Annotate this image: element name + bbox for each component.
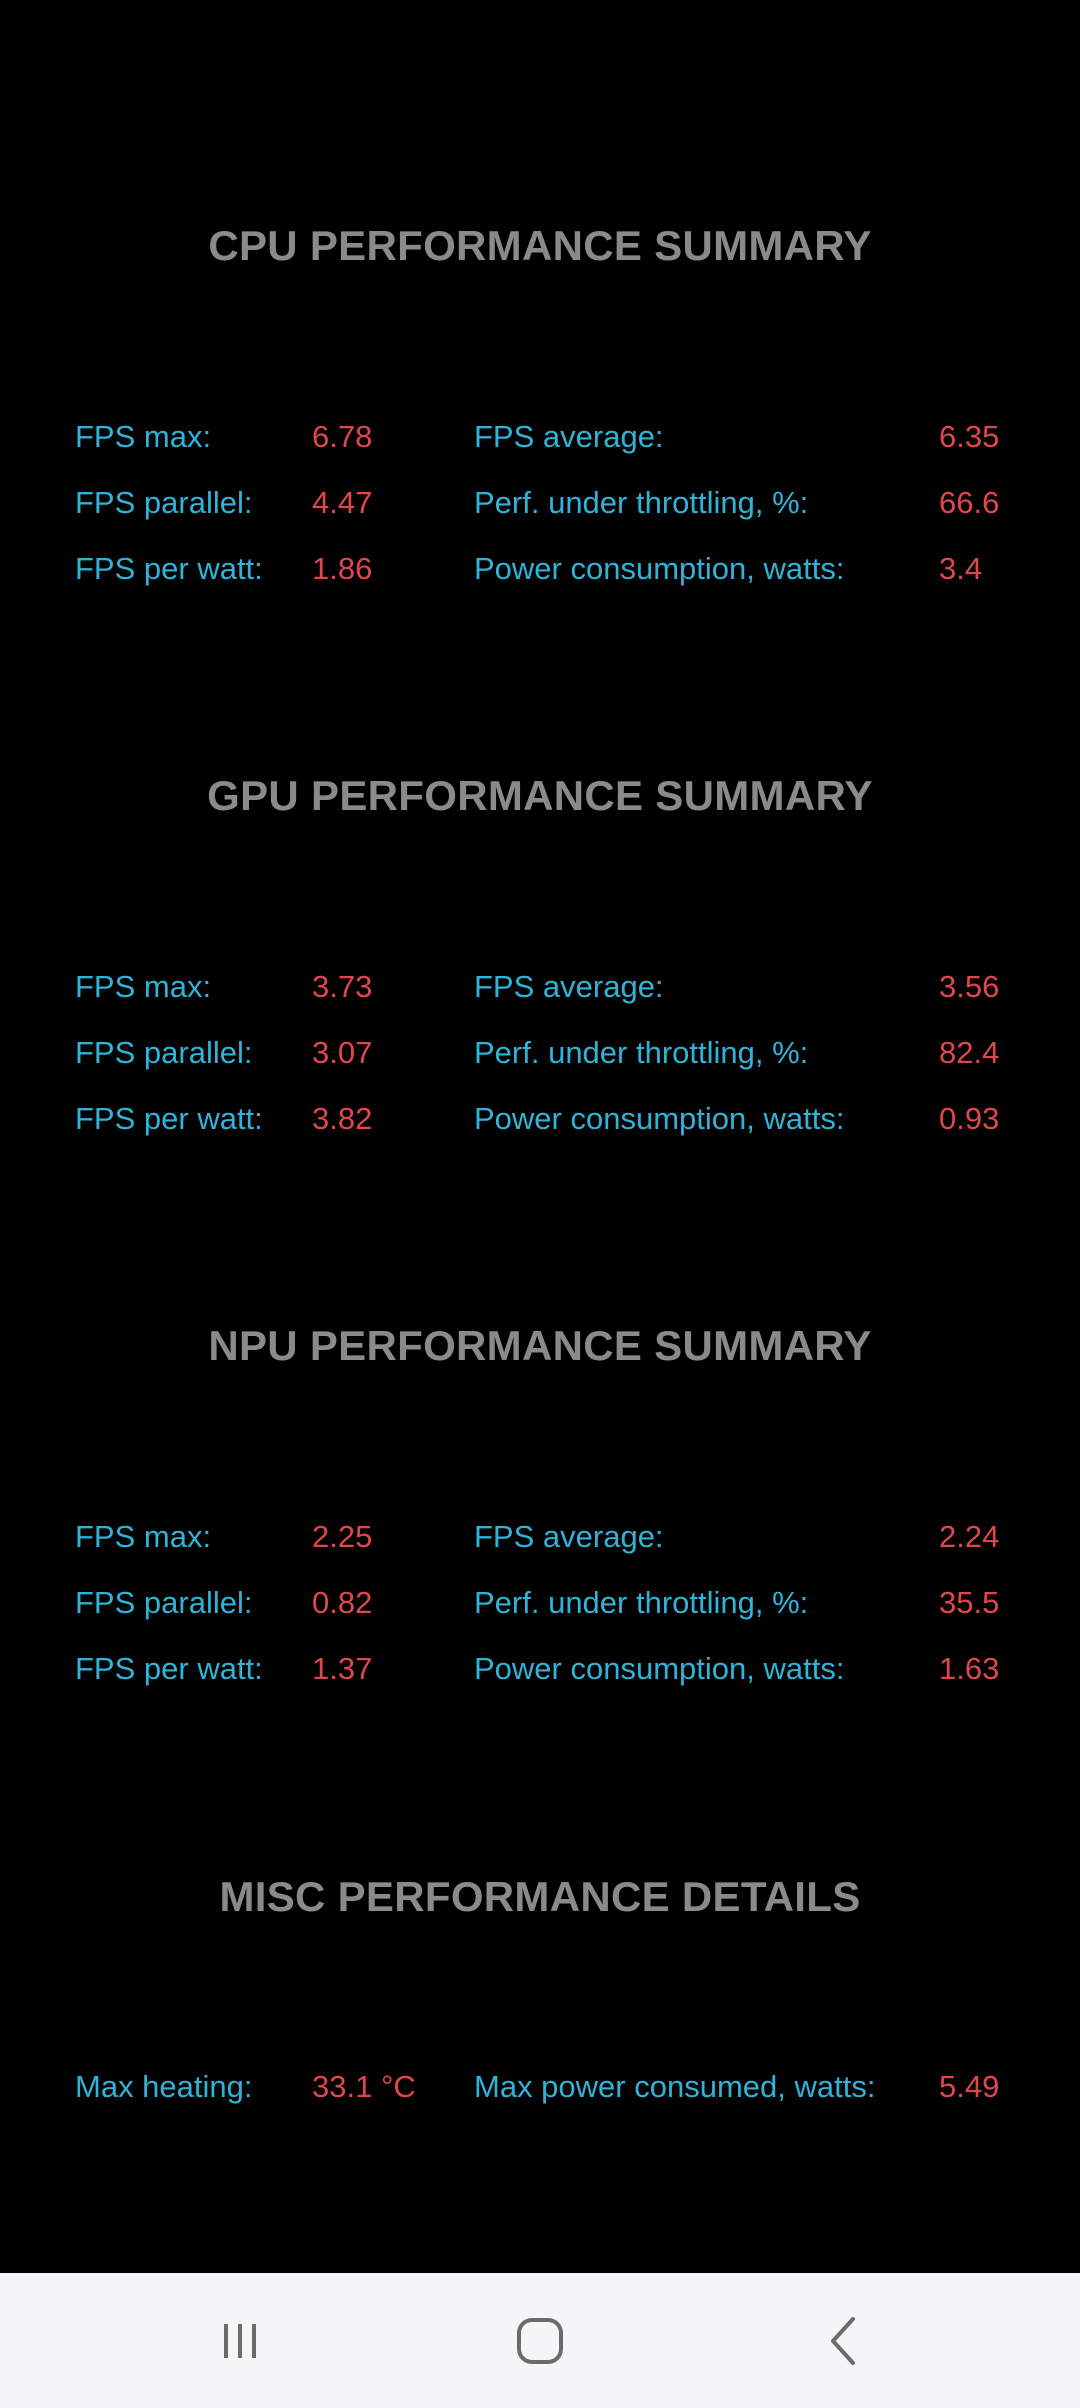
recents-button[interactable]	[190, 2305, 290, 2377]
metric-value: 4.47	[312, 485, 373, 520]
metric-value: 6.35	[939, 419, 1000, 454]
metric-row: FPS parallel: 3.07 Perf. under throttlin…	[0, 1028, 1080, 1078]
metric-label: FPS max:	[75, 419, 212, 454]
metric-value: 6.78	[312, 419, 373, 454]
metric-label: FPS per watt:	[75, 551, 263, 586]
home-icon	[517, 2318, 563, 2364]
metric-label: FPS per watt:	[75, 1101, 263, 1136]
metric-value: 2.24	[939, 1519, 1000, 1554]
metric-value: 5.49	[939, 2069, 1000, 2104]
metric-label: FPS max:	[75, 969, 212, 1004]
section-title: MISC PERFORMANCE DETAILS	[219, 1873, 861, 1920]
metric-row: FPS parallel: 0.82 Perf. under throttlin…	[0, 1578, 1080, 1628]
metric-row: FPS max: 2.25 FPS average: 2.24	[0, 1512, 1080, 1562]
metric-value: 1.37	[312, 1651, 373, 1686]
metric-row: FPS per watt: 1.86 Power consumption, wa…	[0, 544, 1080, 594]
metric-label: Power consumption, watts:	[474, 551, 845, 586]
system-navigation-bar	[0, 2273, 1080, 2408]
metric-row: FPS max: 6.78 FPS average: 6.35	[0, 412, 1080, 462]
recents-icon	[224, 2324, 256, 2358]
metric-row: FPS per watt: 1.37 Power consumption, wa…	[0, 1644, 1080, 1694]
metric-value: 3.82	[312, 1101, 373, 1136]
home-button[interactable]	[490, 2305, 590, 2377]
metric-label: Power consumption, watts:	[474, 1651, 845, 1686]
metric-label: FPS parallel:	[75, 1585, 253, 1620]
metric-label: Perf. under throttling, %:	[474, 485, 809, 520]
metric-value: 1.86	[312, 551, 373, 586]
metric-label: FPS average:	[474, 419, 664, 454]
section-title: CPU PERFORMANCE SUMMARY	[208, 222, 872, 269]
metric-value: 82.4	[939, 1035, 1000, 1070]
section-title: GPU PERFORMANCE SUMMARY	[207, 772, 873, 819]
metric-label: Perf. under throttling, %:	[474, 1035, 809, 1070]
metric-label: Max power consumed, watts:	[474, 2069, 876, 2104]
metric-label: FPS average:	[474, 1519, 664, 1554]
metric-label: FPS parallel:	[75, 1035, 253, 1070]
metric-value: 2.25	[312, 1519, 373, 1554]
metric-row: FPS parallel: 4.47 Perf. under throttlin…	[0, 478, 1080, 528]
metric-row: FPS per watt: 3.82 Power consumption, wa…	[0, 1094, 1080, 1144]
metric-value: 35.5	[939, 1585, 1000, 1620]
metric-value: 33.1 °C	[312, 2069, 416, 2104]
metric-value: 3.4	[939, 551, 983, 586]
metric-value: 0.82	[312, 1585, 373, 1620]
metric-row: FPS max: 3.73 FPS average: 3.56	[0, 962, 1080, 1012]
metric-label: Max heating:	[75, 2069, 253, 2104]
section-title: NPU PERFORMANCE SUMMARY	[208, 1322, 872, 1369]
metric-value: 3.56	[939, 969, 1000, 1004]
back-button[interactable]	[795, 2305, 895, 2377]
metric-label: FPS parallel:	[75, 485, 253, 520]
metric-value: 66.6	[939, 485, 1000, 520]
metric-value: 0.93	[939, 1101, 1000, 1136]
metric-label: FPS average:	[474, 969, 664, 1004]
back-icon	[831, 2317, 855, 2365]
metric-value: 1.63	[939, 1651, 1000, 1686]
metric-label: FPS max:	[75, 1519, 212, 1554]
metric-label: FPS per watt:	[75, 1651, 263, 1686]
metric-label: Power consumption, watts:	[474, 1101, 845, 1136]
metric-value: 3.73	[312, 969, 373, 1004]
metric-label: Perf. under throttling, %:	[474, 1585, 809, 1620]
metric-row: Max heating: 33.1 °C Max power consumed,…	[0, 2062, 1080, 2112]
metric-value: 3.07	[312, 1035, 373, 1070]
